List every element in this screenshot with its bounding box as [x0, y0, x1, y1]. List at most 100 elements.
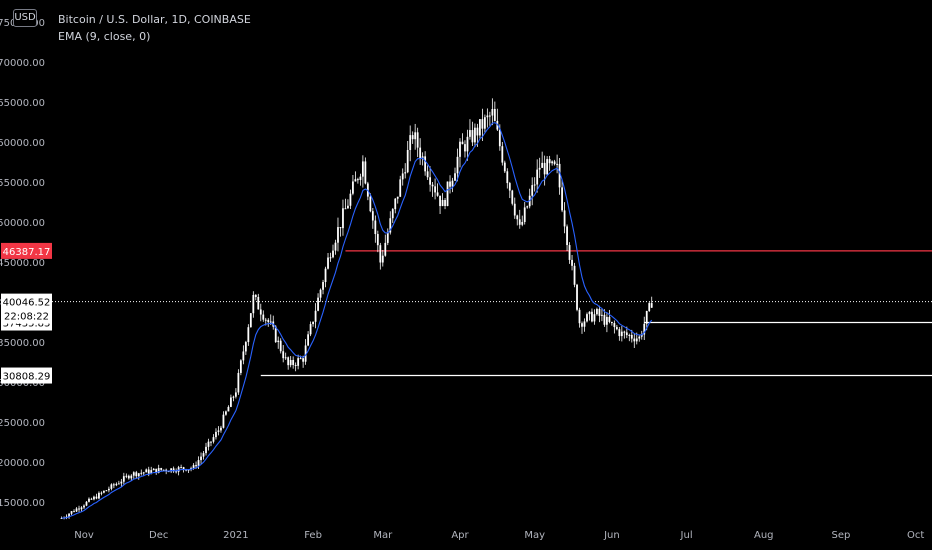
y-tick-label: 35000.00 [0, 338, 45, 349]
candle-body [401, 173, 404, 180]
candle-body [309, 324, 312, 335]
candle-body [339, 227, 342, 229]
candle-body [252, 294, 255, 314]
candle-body [249, 313, 252, 328]
candle-body [177, 467, 180, 472]
candle-body [207, 441, 210, 447]
candle-body [625, 332, 628, 336]
x-axis: Nov Dec 2021 Feb Mar Apr May Jun Jul Aug Sep Oct [74, 530, 924, 541]
candle-body [643, 323, 646, 335]
candle-body [192, 465, 195, 469]
candle-body [307, 334, 309, 346]
candle-body [608, 316, 611, 322]
last-price-tag-bg [1, 293, 52, 324]
candle-body [421, 156, 424, 159]
y-tick-label: 25000.00 [0, 418, 45, 429]
y-tick-label: 20000.00 [0, 458, 45, 469]
candle-body [429, 177, 432, 185]
candle-body [399, 179, 402, 197]
currency-button[interactable]: USD [13, 9, 37, 27]
candle-body [409, 135, 412, 151]
candle-body [205, 446, 207, 454]
candle-body [108, 488, 110, 491]
candle-body [317, 297, 319, 311]
candle-body [578, 309, 581, 324]
candle-body [563, 210, 566, 227]
candle-body [548, 159, 551, 164]
candle-body [511, 190, 514, 204]
candle-body [98, 492, 100, 499]
candle-body [596, 308, 598, 315]
candle-body [264, 319, 267, 321]
candle-body [591, 311, 593, 322]
candle-body [277, 340, 280, 343]
candle-body [384, 242, 387, 256]
candle-body [538, 167, 541, 170]
candle-body [175, 471, 178, 473]
candle-body [145, 469, 148, 473]
candle-body [419, 147, 422, 159]
symbol-title[interactable]: Bitcoin / U.S. Dollar, 1D, COINBASE [58, 13, 251, 26]
candle-body [606, 316, 608, 325]
y-tick-label: 60000.00 [0, 138, 45, 149]
candle-body [329, 257, 332, 259]
candle-body [112, 484, 115, 486]
candle-body [381, 255, 384, 263]
horizontal-lines[interactable] [52, 250, 932, 377]
candle-body [242, 351, 245, 361]
candle-body [523, 207, 526, 222]
candle-body [274, 326, 277, 343]
candle-body [516, 215, 519, 220]
candle-body [347, 205, 349, 209]
candle-body [416, 132, 419, 148]
candle-body [628, 334, 631, 336]
candle-body [474, 127, 476, 143]
candle-body [324, 268, 327, 283]
candle-body [68, 513, 70, 517]
candle-body [117, 483, 120, 485]
x-tick-label: Apr [451, 530, 469, 541]
candle-body [182, 467, 185, 470]
candle-body [132, 472, 135, 476]
candle-body [88, 498, 90, 502]
candle-body [162, 469, 165, 471]
candle-body [508, 183, 511, 191]
candle-body [125, 475, 128, 477]
candle-body [344, 208, 347, 210]
candle-body [359, 176, 362, 180]
candle-body [543, 162, 546, 175]
ema-indicator-label[interactable]: EMA (9, close, 0) [58, 30, 151, 43]
candle-body [334, 242, 337, 251]
candle-body [150, 470, 153, 474]
candle-body [227, 406, 230, 412]
candle-body [486, 115, 489, 118]
candle-body [122, 476, 125, 482]
y-tick-label: 70000.00 [0, 58, 45, 69]
candle-body [633, 338, 636, 342]
candle-body [479, 119, 481, 136]
candle-body [598, 308, 601, 316]
x-tick-label: Oct [907, 530, 924, 541]
candle-body [638, 336, 641, 339]
y-tick-label: 55000.00 [0, 178, 45, 189]
candle-body [73, 511, 75, 513]
candle-body [439, 195, 441, 207]
candle-body [618, 329, 621, 337]
x-tick-label: 2021 [223, 530, 248, 541]
candle-body [279, 340, 282, 352]
countdown-tag: 22:08:22 [4, 312, 49, 323]
last-price-tag: 40046.52 [3, 298, 51, 309]
candle-body [225, 411, 227, 415]
candle-body [615, 327, 618, 330]
candle-body [130, 475, 133, 479]
candle-body [85, 501, 88, 506]
candle-body [165, 469, 168, 472]
candle-body [481, 119, 484, 129]
candle-body [601, 314, 603, 316]
candle-body [234, 392, 237, 397]
candle-body [441, 199, 444, 207]
candle-body [526, 206, 529, 208]
candle-body [147, 469, 150, 474]
candle-body [513, 203, 516, 216]
